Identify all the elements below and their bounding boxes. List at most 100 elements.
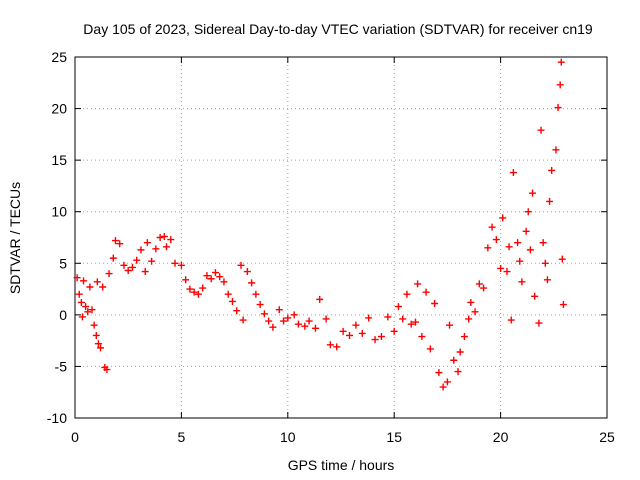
- y-tick-label: 25: [51, 49, 67, 65]
- data-point: [492, 236, 500, 244]
- y-tick-label: 0: [59, 307, 67, 323]
- data-point: [128, 263, 136, 271]
- data-point: [552, 146, 560, 154]
- data-point: [475, 280, 483, 288]
- data-point: [256, 301, 264, 309]
- data-point: [371, 336, 379, 344]
- data-point: [99, 283, 107, 291]
- data-point: [75, 290, 83, 298]
- y-tick-label: -10: [47, 410, 67, 426]
- data-point: [90, 321, 98, 329]
- data-point: [531, 292, 539, 300]
- data-point: [557, 58, 565, 66]
- data-point: [77, 298, 85, 306]
- data-point: [403, 290, 411, 298]
- data-point: [322, 315, 330, 323]
- x-tick-label: 0: [71, 429, 79, 445]
- data-point: [275, 306, 283, 314]
- data-point: [92, 331, 100, 339]
- data-point: [248, 279, 256, 287]
- data-point: [518, 278, 526, 286]
- data-point: [484, 244, 492, 252]
- data-point: [156, 234, 164, 241]
- data-point: [182, 276, 190, 284]
- data-point: [171, 259, 179, 267]
- data-point: [124, 267, 132, 275]
- data-point: [199, 284, 207, 292]
- data-point: [554, 104, 562, 112]
- data-point: [97, 344, 105, 352]
- data-point: [228, 297, 236, 305]
- data-point: [243, 268, 251, 276]
- data-point: [109, 254, 117, 262]
- data-point: [446, 321, 454, 329]
- data-point: [390, 327, 398, 335]
- data-point: [377, 333, 385, 341]
- data-point: [186, 285, 194, 293]
- y-tick-label: 5: [59, 255, 67, 271]
- data-point: [499, 214, 507, 222]
- data-point: [431, 300, 439, 308]
- data-point: [460, 333, 468, 341]
- data-point: [148, 257, 156, 265]
- data-point: [522, 227, 530, 235]
- data-point: [546, 197, 554, 205]
- data-point: [524, 208, 532, 216]
- data-point: [352, 321, 360, 329]
- data-point: [141, 268, 149, 276]
- y-tick-label: -5: [55, 358, 68, 374]
- data-point: [84, 308, 92, 316]
- data-point: [556, 81, 564, 89]
- data-point: [535, 319, 543, 327]
- data-point: [346, 331, 354, 339]
- x-tick-label: 25: [599, 429, 615, 445]
- data-point: [239, 316, 247, 324]
- data-point: [418, 333, 426, 341]
- data-point: [177, 261, 185, 269]
- data-point: [365, 314, 373, 322]
- data-point: [103, 366, 111, 374]
- data-point: [339, 327, 347, 335]
- y-tick-label: 20: [51, 101, 67, 117]
- data-point: [93, 278, 101, 286]
- data-point: [301, 322, 309, 330]
- data-point: [252, 290, 260, 298]
- data-point: [497, 264, 505, 272]
- data-point: [539, 239, 547, 247]
- data-point: [505, 243, 513, 251]
- data-point: [480, 284, 488, 292]
- data-point: [558, 255, 566, 263]
- data-point: [411, 318, 419, 326]
- data-point: [503, 268, 511, 276]
- data-point: [316, 295, 324, 303]
- data-point: [548, 166, 556, 174]
- data-point: [435, 369, 443, 377]
- x-tick-label: 15: [386, 429, 402, 445]
- plot-frame: [74, 56, 608, 419]
- data-point: [414, 280, 422, 288]
- data-point: [80, 277, 88, 285]
- data-point: [86, 283, 94, 291]
- data-point: [516, 257, 524, 265]
- data-point: [120, 261, 128, 269]
- data-point: [284, 314, 292, 322]
- data-point: [220, 278, 228, 286]
- data-point: [290, 311, 298, 319]
- x-tick-label: 10: [280, 429, 296, 445]
- data-point: [105, 270, 113, 278]
- data-point: [163, 243, 171, 251]
- data-point: [426, 345, 434, 353]
- data-point: [384, 313, 392, 321]
- data-point: [116, 240, 124, 248]
- y-tick-label: 15: [51, 152, 67, 168]
- y-tick-label: 10: [51, 204, 67, 220]
- data-point: [233, 307, 241, 315]
- data-point: [454, 368, 462, 376]
- data-point: [394, 303, 402, 311]
- data-point: [73, 274, 81, 282]
- data-point: [260, 310, 268, 318]
- data-point: [488, 223, 496, 231]
- data-point: [422, 288, 430, 296]
- data-point: [207, 275, 215, 283]
